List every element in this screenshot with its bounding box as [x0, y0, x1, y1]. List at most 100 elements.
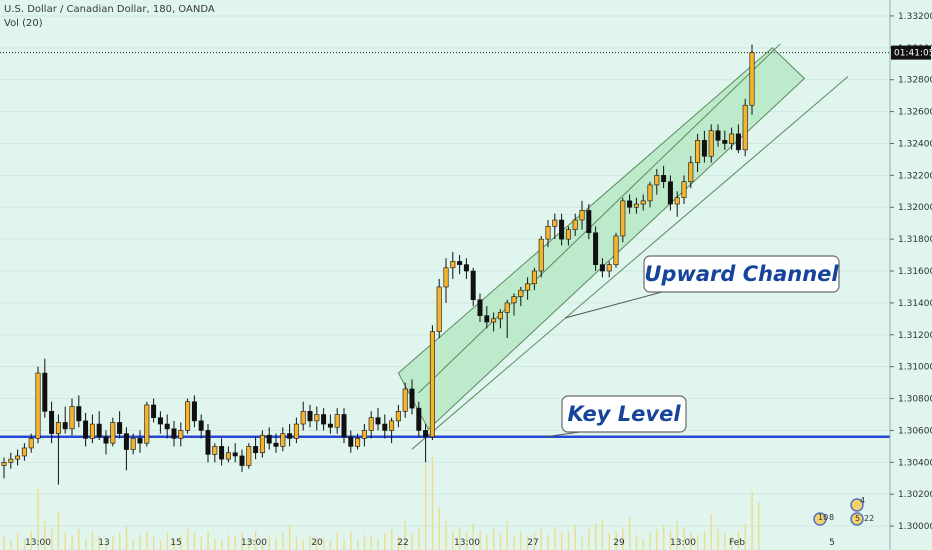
- volume-bar: [431, 456, 434, 550]
- volume-bar: [329, 540, 332, 550]
- candle-down: [327, 423, 333, 428]
- volume-bar: [173, 538, 175, 550]
- volume-bar: [282, 532, 284, 550]
- candle-down: [375, 417, 381, 425]
- volume-bar: [425, 464, 427, 550]
- volume-bar: [3, 535, 5, 550]
- candle-down: [348, 436, 354, 447]
- candle-up: [742, 104, 748, 151]
- candle-down: [661, 175, 667, 183]
- candle-up: [225, 452, 231, 460]
- volume-bar: [581, 536, 583, 550]
- event-label: 4: [860, 496, 865, 505]
- channel-layer: [397, 43, 849, 450]
- channel-lower-line: [411, 76, 849, 450]
- volume-bar: [479, 531, 481, 550]
- volume-bar: [255, 531, 257, 550]
- candle-up: [647, 184, 653, 202]
- candle-up: [633, 203, 639, 208]
- candle-up: [525, 283, 531, 291]
- candle-down: [409, 388, 415, 409]
- candle-down: [722, 139, 728, 144]
- volume-bar: [17, 532, 19, 550]
- volume-bar: [635, 534, 638, 550]
- candle-up: [443, 267, 449, 288]
- candle-up: [185, 401, 191, 431]
- volume-bar: [200, 536, 202, 550]
- volume-bar: [513, 534, 515, 550]
- y-tick-label: 1.31800: [898, 235, 932, 245]
- candle-up: [450, 261, 456, 269]
- volume-bar: [574, 525, 576, 550]
- volume-bar: [554, 527, 556, 550]
- candle-up: [572, 219, 578, 230]
- candle-down: [123, 433, 129, 450]
- volume-bar: [323, 536, 325, 550]
- upward-channel-callout-pointer: [564, 291, 663, 319]
- volume-bar: [139, 534, 141, 550]
- candle-up: [69, 406, 75, 430]
- x-tick-label: 5: [829, 538, 835, 548]
- candle-up: [21, 447, 27, 457]
- event-label: 10: [818, 513, 828, 522]
- candle-up: [35, 372, 41, 439]
- candle-up: [606, 264, 612, 272]
- y-tick-label: 1.31400: [898, 299, 932, 309]
- candle-down: [382, 423, 388, 431]
- volume-bar: [316, 538, 318, 550]
- event-label: 8: [829, 513, 834, 522]
- y-tick-label: 1.30000: [898, 522, 932, 532]
- candle-down: [137, 438, 143, 444]
- candle-up: [293, 423, 299, 439]
- volume-bar: [683, 527, 685, 550]
- volume-bar: [411, 532, 413, 550]
- x-tick-label: 15: [170, 538, 181, 548]
- y-tick-label: 1.32600: [898, 108, 932, 118]
- candle-down: [198, 420, 204, 431]
- volume-bar: [221, 540, 223, 550]
- candle-up: [355, 438, 361, 447]
- volume-bar: [493, 529, 495, 550]
- candle-up: [368, 417, 374, 431]
- candle-up: [504, 302, 510, 313]
- volume-bar: [295, 536, 298, 550]
- volume-bar: [506, 521, 508, 550]
- candle-down: [477, 299, 483, 316]
- candle-down: [593, 232, 599, 265]
- volume-bar: [710, 513, 712, 550]
- x-tick-label: 22: [397, 538, 408, 548]
- volume-bar: [241, 532, 243, 550]
- volume-bar: [561, 532, 563, 550]
- candle-down: [232, 452, 238, 457]
- volume-bar: [85, 538, 87, 550]
- volume-bar: [214, 538, 216, 550]
- upward-channel-callout: Upward Channel: [564, 255, 840, 319]
- x-tick-label: 29: [613, 538, 625, 548]
- candle-down: [239, 455, 245, 466]
- candle-down: [627, 200, 633, 208]
- volume-bar: [629, 517, 631, 550]
- candle-up: [538, 238, 544, 272]
- chart-title: U.S. Dollar / Canadian Dollar, 180, OAND…: [4, 4, 215, 15]
- candle-up: [110, 422, 116, 444]
- candle-up: [178, 430, 184, 439]
- candle-down: [470, 270, 476, 301]
- volume-bar: [37, 488, 39, 550]
- event-marker-icon: [850, 498, 864, 512]
- volume-bar: [248, 538, 250, 550]
- volume-bar: [91, 531, 94, 550]
- candle-up: [518, 289, 524, 297]
- price-countdown: 01:41:05: [894, 49, 932, 59]
- x-tick-label: 13:00: [241, 538, 267, 548]
- volume-bar: [146, 531, 148, 550]
- candle-down: [341, 414, 347, 438]
- y-tick-label: 1.31200: [898, 331, 932, 341]
- candle-down: [287, 433, 293, 439]
- volume-bar: [112, 536, 114, 550]
- x-tick-label: 13:00: [454, 538, 480, 548]
- y-tick-label: 1.31000: [898, 363, 932, 373]
- candle-down: [321, 414, 327, 425]
- candle-up: [511, 296, 517, 304]
